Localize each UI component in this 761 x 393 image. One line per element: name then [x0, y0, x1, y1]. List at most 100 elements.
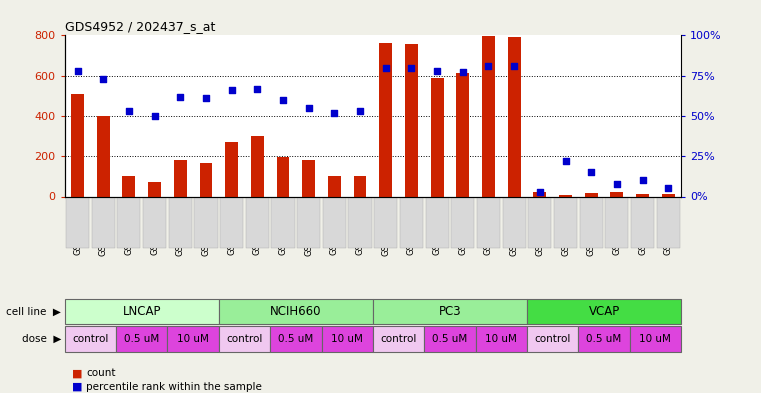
Text: 10 uM: 10 uM: [486, 334, 517, 344]
Bar: [328, 176, 341, 196]
Text: NCIH660: NCIH660: [270, 305, 322, 318]
Bar: [116, 326, 167, 352]
FancyBboxPatch shape: [91, 198, 115, 248]
Text: ■: ■: [72, 368, 83, 378]
FancyBboxPatch shape: [323, 198, 346, 248]
Bar: [65, 299, 219, 324]
FancyBboxPatch shape: [580, 198, 603, 248]
Point: [636, 177, 648, 184]
Text: VCAP: VCAP: [588, 305, 619, 318]
Bar: [508, 37, 521, 197]
Text: percentile rank within the sample: percentile rank within the sample: [86, 382, 262, 392]
Bar: [373, 299, 527, 324]
Bar: [431, 78, 444, 196]
Text: 10 uM: 10 uM: [639, 334, 671, 344]
Point: [328, 110, 340, 116]
Point: [559, 158, 572, 164]
Bar: [630, 326, 681, 352]
FancyBboxPatch shape: [143, 198, 166, 248]
Point: [533, 189, 546, 195]
Bar: [71, 94, 84, 196]
Point: [457, 69, 469, 75]
Text: 0.5 uM: 0.5 uM: [279, 334, 314, 344]
Bar: [405, 44, 418, 196]
Bar: [270, 326, 322, 352]
Bar: [482, 37, 495, 197]
Text: control: control: [226, 334, 263, 344]
FancyBboxPatch shape: [554, 198, 577, 248]
FancyBboxPatch shape: [657, 198, 680, 248]
Bar: [559, 195, 572, 196]
FancyBboxPatch shape: [272, 198, 295, 248]
Bar: [578, 326, 630, 352]
Point: [406, 64, 418, 71]
FancyBboxPatch shape: [246, 198, 269, 248]
Bar: [457, 73, 470, 196]
Bar: [219, 299, 373, 324]
Bar: [476, 326, 527, 352]
Point: [380, 64, 392, 71]
Bar: [219, 326, 270, 352]
Bar: [225, 142, 238, 196]
Text: 10 uM: 10 uM: [331, 334, 363, 344]
Bar: [527, 326, 578, 352]
Bar: [636, 195, 649, 196]
Point: [662, 185, 674, 191]
Bar: [584, 193, 597, 196]
Text: control: control: [72, 334, 109, 344]
FancyBboxPatch shape: [477, 198, 500, 248]
FancyBboxPatch shape: [400, 198, 423, 248]
Point: [303, 105, 315, 111]
Text: LNCAP: LNCAP: [123, 305, 161, 318]
FancyBboxPatch shape: [220, 198, 244, 248]
FancyBboxPatch shape: [297, 198, 320, 248]
Bar: [379, 44, 392, 196]
Point: [585, 169, 597, 175]
FancyBboxPatch shape: [502, 198, 526, 248]
Text: 0.5 uM: 0.5 uM: [432, 334, 467, 344]
Bar: [174, 160, 186, 196]
Text: ■: ■: [72, 382, 83, 392]
Point: [277, 97, 289, 103]
FancyBboxPatch shape: [194, 198, 218, 248]
FancyBboxPatch shape: [425, 198, 449, 248]
Bar: [302, 160, 315, 196]
Bar: [610, 193, 623, 196]
Bar: [65, 326, 116, 352]
Text: control: control: [534, 334, 571, 344]
Text: count: count: [86, 368, 116, 378]
Point: [200, 95, 212, 101]
Point: [354, 108, 366, 114]
Text: PC3: PC3: [438, 305, 461, 318]
Text: 0.5 uM: 0.5 uM: [124, 334, 159, 344]
Bar: [167, 326, 219, 352]
Bar: [251, 136, 264, 196]
FancyBboxPatch shape: [451, 198, 474, 248]
Text: GDS4952 / 202437_s_at: GDS4952 / 202437_s_at: [65, 20, 215, 33]
Bar: [533, 193, 546, 196]
Bar: [276, 157, 289, 196]
FancyBboxPatch shape: [374, 198, 397, 248]
Point: [97, 76, 110, 82]
FancyBboxPatch shape: [66, 198, 89, 248]
Bar: [425, 326, 476, 352]
Point: [508, 63, 521, 69]
Text: cell line  ▶: cell line ▶: [6, 307, 61, 316]
FancyBboxPatch shape: [605, 198, 629, 248]
FancyBboxPatch shape: [169, 198, 192, 248]
Point: [72, 68, 84, 74]
Point: [123, 108, 135, 114]
Text: 0.5 uM: 0.5 uM: [587, 334, 622, 344]
Bar: [527, 299, 681, 324]
Bar: [199, 163, 212, 196]
FancyBboxPatch shape: [117, 198, 141, 248]
Point: [225, 87, 237, 93]
Bar: [354, 176, 367, 196]
FancyBboxPatch shape: [631, 198, 654, 248]
Point: [611, 180, 623, 187]
Bar: [123, 176, 135, 196]
Bar: [322, 326, 373, 352]
Bar: [148, 182, 161, 196]
Text: control: control: [380, 334, 417, 344]
Text: dose  ▶: dose ▶: [21, 334, 61, 344]
